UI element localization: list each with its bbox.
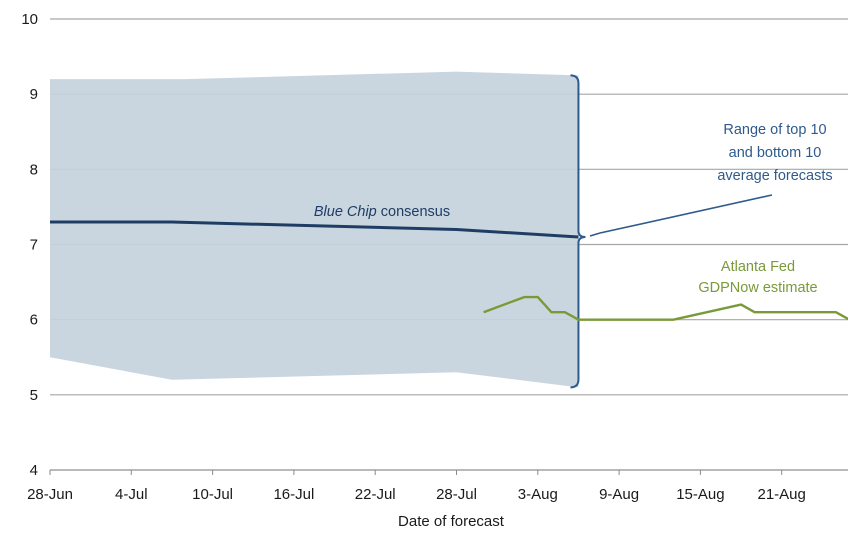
x-tick-label-4-Jul: 4-Jul <box>115 486 148 503</box>
x-axis-ticks: 28-Jun 4-Jul 10-Jul 16-Jul 22-Jul 28-Jul 3-Aug… <box>27 469 848 503</box>
x-tick-label-10-Jul: 10-Jul <box>192 486 233 503</box>
y-tick-label-4: 4 <box>30 462 38 479</box>
y-axis-ticks: 4 5 6 7 8 9 10 <box>21 11 38 479</box>
x-axis-label: Date of forecast <box>398 513 505 530</box>
x-tick-label-9-Aug: 9-Aug <box>599 486 639 503</box>
y-tick-label-7: 7 <box>30 237 38 254</box>
gdpnow-label-line-1: Atlanta Fed <box>721 259 795 275</box>
annotations: Blue Chip consensus Range of top 10 and … <box>314 122 833 296</box>
range-label-line-2: and bottom 10 <box>729 145 822 161</box>
range-bracket-path <box>570 74 586 389</box>
y-tick-label-10: 10 <box>21 11 38 28</box>
x-tick-label-28-Jul: 28-Jul <box>436 486 477 503</box>
range-label-leader <box>589 232 601 237</box>
x-tick-label-22-Jul: 22-Jul <box>355 486 396 503</box>
y-tick-label-8: 8 <box>30 161 38 178</box>
y-tick-label-6: 6 <box>30 312 38 329</box>
range-label-line-1: Range of top 10 <box>723 122 826 138</box>
consensus-label: Blue Chip consensus <box>314 204 450 220</box>
x-tick-label-15-Aug: 15-Aug <box>676 486 724 503</box>
x-tick-label-3-Aug: 3-Aug <box>518 486 558 503</box>
x-tick-label-28-Jun: 28-Jun <box>27 486 73 503</box>
series-line-blue-chip-consensus <box>50 220 579 239</box>
x-tick-label-21-Aug: 21-Aug <box>758 486 806 503</box>
y-tick-label-5: 5 <box>30 387 38 404</box>
series-line-gdpnow-estimate <box>483 295 848 321</box>
range-label-line-3: average forecasts <box>717 168 832 184</box>
x-tick-label-16-Jul: 16-Jul <box>273 486 314 503</box>
y-tick-label-9: 9 <box>30 86 38 103</box>
range-label-leader-2 <box>599 194 773 234</box>
gdpnow-label-line-2: GDPNow estimate <box>698 280 817 296</box>
forecast-range-band <box>50 71 579 388</box>
range-band-area <box>50 71 579 388</box>
series-lines <box>50 220 848 321</box>
range-bracket <box>570 74 586 389</box>
